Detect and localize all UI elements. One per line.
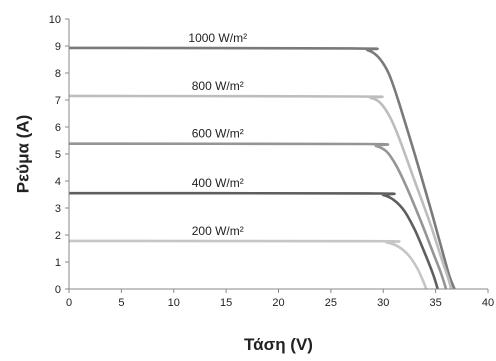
y-tick-label: 4: [55, 176, 61, 188]
series-line: [68, 142, 448, 290]
y-tick-label: 1: [55, 257, 61, 269]
series-lines: [68, 46, 456, 290]
y-axis-ticks: 0 1 2 3 4 5 6 7 8 9 10: [49, 14, 69, 296]
y-tick-label: 0: [55, 284, 61, 296]
x-axis-title: Τάση (V): [244, 335, 313, 354]
y-tick-label: 9: [55, 41, 61, 53]
series-label: 1000 W/m²: [188, 31, 247, 45]
series-labels: 1000 W/m² 800 W/m² 600 W/m² 400 W/m² 200 W/m…: [188, 31, 247, 238]
y-tick-label: 6: [55, 122, 61, 134]
series-label: 800 W/m²: [192, 79, 244, 93]
series-label: 600 W/m²: [192, 127, 244, 141]
y-tick-label: 3: [55, 203, 61, 215]
y-tick-label: 10: [49, 14, 61, 26]
series-line: [68, 239, 428, 290]
y-tick-label: 5: [55, 149, 61, 161]
x-tick-label: 25: [325, 297, 337, 309]
x-tick-label: 40: [482, 297, 494, 309]
x-axis-ticks: 0 5 10 15 20 25 30 35 40: [66, 289, 494, 309]
series-line: [68, 191, 439, 290]
x-tick-label: 10: [168, 297, 180, 309]
x-tick-label: 15: [220, 297, 232, 309]
y-tick-label: 2: [55, 230, 61, 242]
y-axis-title: Ρεύμα (A): [13, 115, 32, 193]
x-tick-label: 30: [377, 297, 389, 309]
series-label: 400 W/m²: [192, 176, 244, 190]
x-tick-label: 35: [430, 297, 442, 309]
x-tick-label: 0: [66, 297, 72, 309]
x-tick-label: 20: [272, 297, 284, 309]
series-line: [68, 46, 456, 290]
y-tick-label: 8: [55, 68, 61, 80]
y-tick-label: 7: [55, 95, 61, 107]
series-label: 200 W/m²: [192, 224, 244, 238]
series-line: [68, 94, 453, 290]
x-tick-label: 5: [118, 297, 124, 309]
